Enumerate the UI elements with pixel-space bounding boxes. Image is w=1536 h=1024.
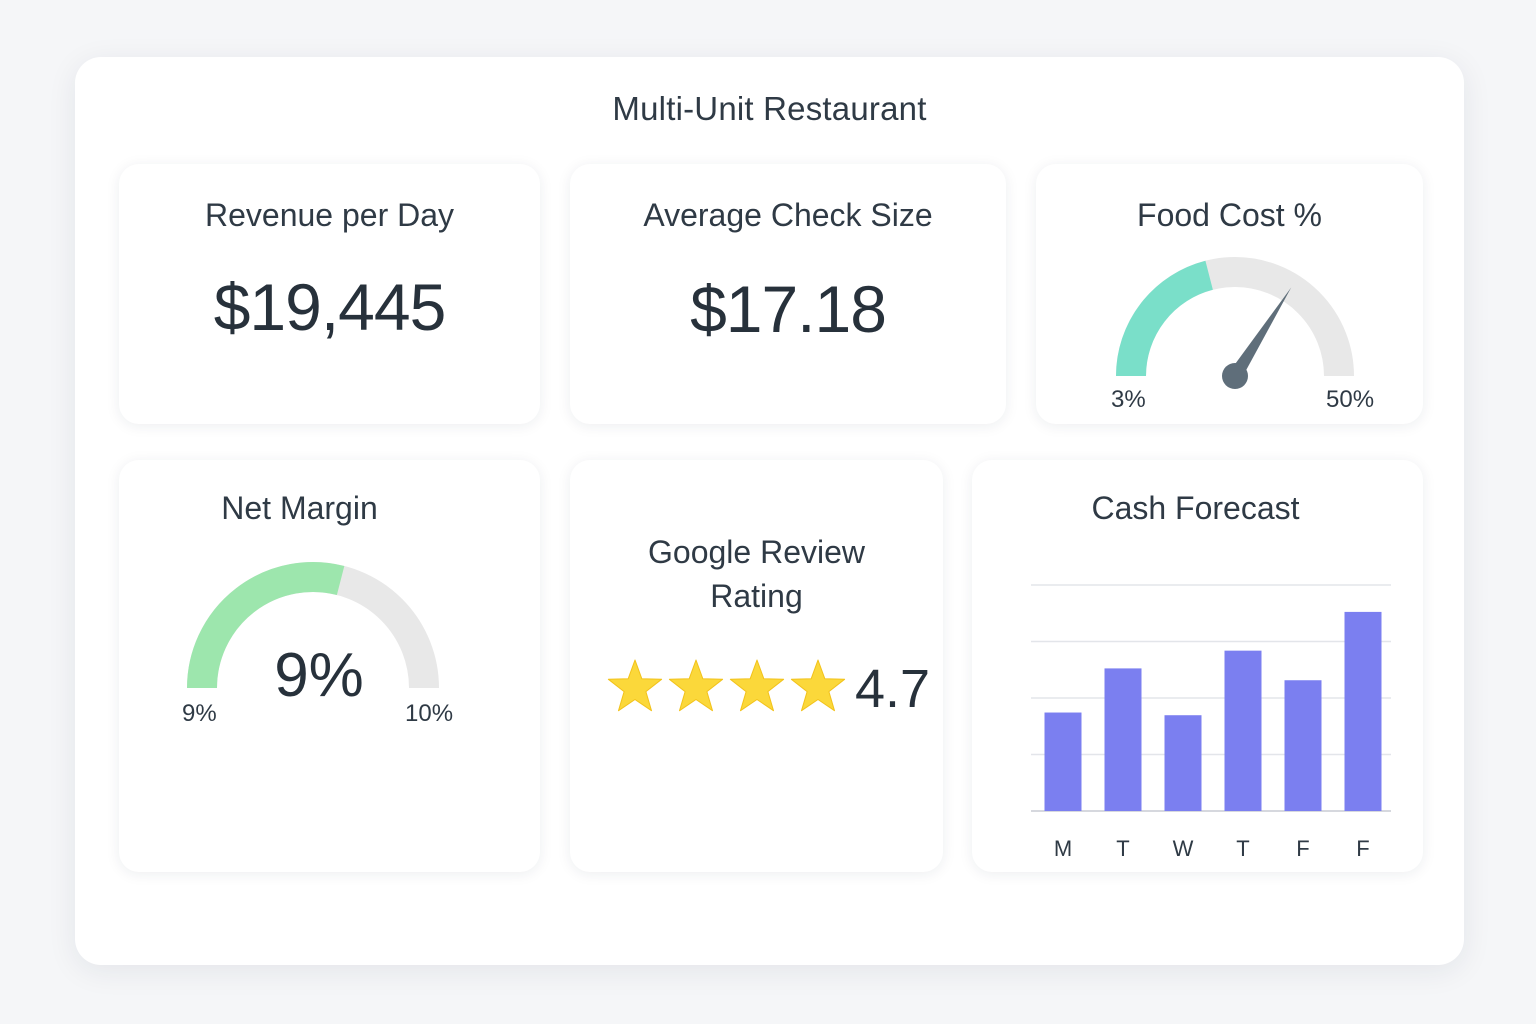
star-icon [790, 659, 846, 712]
google-review-title-line2: Rating [710, 578, 803, 614]
check-card[interactable]: Average Check Size $17.18 [570, 164, 1006, 424]
net-margin-min-label: 9% [182, 700, 217, 727]
star-icon [668, 659, 724, 712]
star-icon [729, 659, 785, 712]
dashboard-title: Multi-Unit Restaurant [612, 90, 927, 127]
chart-x-tick-label: M [1054, 836, 1072, 861]
net-margin-title: Net Margin [221, 490, 378, 526]
net-margin-gauge-fill [187, 562, 345, 689]
chart-x-tick-label: T [1236, 836, 1249, 861]
cash-forecast-title: Cash Forecast [1091, 490, 1300, 526]
google-review-title-line1: Google Review [648, 534, 865, 570]
chart-x-tick-label: F [1296, 836, 1309, 861]
food-cost-title: Food Cost % [1137, 197, 1322, 233]
food-cost-needle-hub [1222, 363, 1248, 389]
food-cost-min-label: 3% [1111, 386, 1146, 413]
revenue-card[interactable]: Revenue per Day $19,445 [119, 164, 540, 424]
chart-bar [1104, 668, 1142, 811]
net-margin-max-label: 10% [405, 700, 454, 727]
google-review-title: Google Review Rating [570, 530, 943, 618]
chart-bar [1224, 650, 1262, 811]
food-cost-gauge [1116, 257, 1354, 389]
chart-x-tick-label: T [1116, 836, 1129, 861]
food-cost-gauge-fill [1116, 260, 1214, 377]
net-margin-gauge [187, 562, 439, 689]
chart-bar [1164, 715, 1202, 811]
google-review-card[interactable]: Google Review Rating 4.7 [570, 460, 943, 872]
revenue-value: $19,445 [213, 270, 447, 344]
net-margin-card[interactable]: Net Margin 9% 9% 10% [119, 460, 540, 872]
revenue-title: Revenue per Day [204, 197, 455, 233]
star-rating [607, 659, 846, 712]
google-review-rating-value: 4.7 [855, 659, 931, 719]
chart-x-tick-label: F [1356, 836, 1369, 861]
chart-bar [1044, 712, 1082, 811]
star-icon [607, 659, 663, 712]
check-title: Average Check Size [643, 197, 933, 233]
chart-bar [1344, 611, 1382, 811]
food-cost-max-label: 50% [1326, 386, 1375, 413]
net-margin-value: 9% [274, 641, 364, 710]
food-cost-needle [1229, 287, 1292, 380]
chart-x-tick-label: W [1173, 836, 1194, 861]
check-value: $17.18 [690, 272, 887, 346]
chart-bar [1284, 680, 1322, 811]
food-cost-card[interactable]: Food Cost % 3% 50% [1036, 164, 1423, 424]
cash-forecast-card[interactable]: Cash Forecast M T W T F F [972, 460, 1423, 872]
